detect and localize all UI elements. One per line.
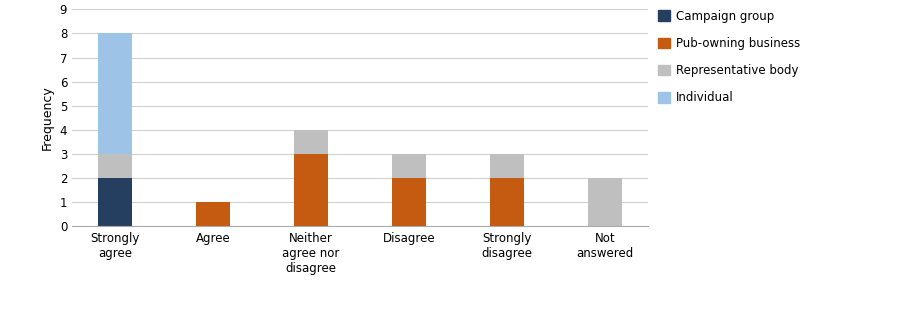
Bar (98, 178, 132, 226)
Y-axis label: Frequency: Frequency (41, 85, 54, 150)
Bar (490, 178, 524, 226)
Bar (588, 178, 622, 226)
Bar (98, 34, 132, 154)
Legend: Campaign group, Pub-owning business, Representative body, Individual: Campaign group, Pub-owning business, Rep… (653, 5, 806, 109)
Bar (392, 178, 426, 226)
Bar (392, 154, 426, 178)
Bar (196, 202, 230, 226)
Bar (490, 154, 524, 178)
Bar (294, 154, 328, 226)
Bar (294, 130, 328, 154)
Bar (98, 154, 132, 178)
